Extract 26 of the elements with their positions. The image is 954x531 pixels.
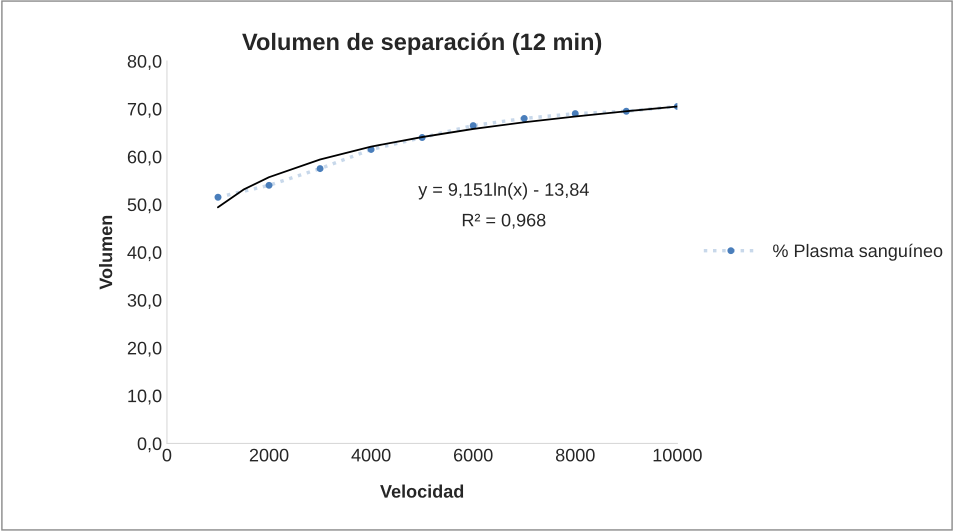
x-axis-title: Velocidad xyxy=(380,484,464,498)
legend-label: % Plasma sanguíneo xyxy=(773,244,942,261)
point xyxy=(266,182,272,189)
point xyxy=(316,165,324,172)
chart-title: Volumen de separación (12 min) xyxy=(242,32,602,55)
y-tick-label: 80,0 xyxy=(128,55,162,70)
x-tick-label: 8000 xyxy=(556,448,595,462)
y-axis-title: Volumen xyxy=(99,216,112,290)
annotation: R² = 0,968 xyxy=(462,214,546,229)
annotation: y = 9,151ln(x) - 13,84 xyxy=(418,182,589,200)
y-tick-label: 50,0 xyxy=(128,198,162,214)
x-tick-label: 0 xyxy=(162,448,172,462)
y-tick-label: 0,0 xyxy=(138,437,162,452)
x-tick-label: 2000 xyxy=(250,448,288,462)
y-tick-label: 30,0 xyxy=(128,294,162,309)
y-tick-label: 10,0 xyxy=(128,390,162,404)
point xyxy=(520,114,528,122)
y-tick-label: 20,0 xyxy=(128,342,162,357)
y-tick-label: 60,0 xyxy=(128,150,162,166)
y-tick-label: 40,0 xyxy=(127,246,162,262)
x-tick-label: 6000 xyxy=(454,448,493,462)
x-tick-label: 4000 xyxy=(351,448,390,462)
y-tick-label: 70,0 xyxy=(128,102,162,118)
x-tick-label: 10000 xyxy=(654,448,702,462)
point xyxy=(470,122,477,130)
point xyxy=(214,194,222,201)
